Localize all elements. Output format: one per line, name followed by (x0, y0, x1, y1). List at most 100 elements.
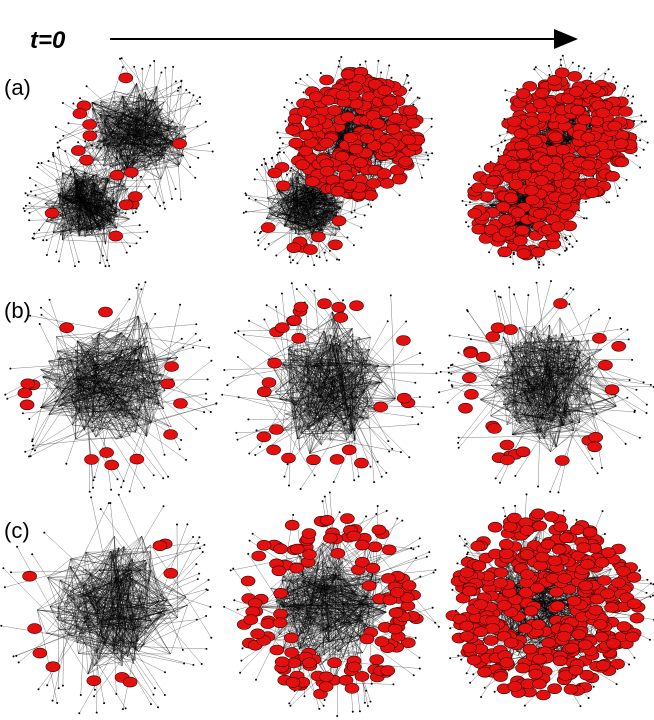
network-node (22, 207, 25, 210)
infected-node (388, 112, 403, 124)
network-node (412, 674, 415, 677)
network-node (571, 245, 574, 248)
network-node (489, 160, 492, 163)
network-node (93, 688, 96, 691)
infected-node (508, 179, 524, 190)
infected-node (381, 573, 396, 584)
infected-node (536, 689, 551, 701)
network-node (305, 283, 307, 286)
infected-node (589, 593, 605, 605)
network-node (28, 211, 31, 214)
network-node (512, 262, 515, 265)
network-node (469, 681, 472, 684)
infected-node (327, 657, 342, 669)
network-node (95, 711, 98, 714)
network-node (336, 258, 338, 261)
network-node (186, 523, 189, 526)
network-node (280, 292, 283, 295)
infected-node (540, 538, 556, 550)
infected-node (515, 662, 530, 674)
infected-node (566, 595, 582, 607)
network-node (457, 654, 460, 657)
network-node (109, 502, 112, 504)
network-node (437, 625, 440, 628)
network-node (447, 379, 450, 382)
network-node (513, 293, 516, 296)
network-node (279, 136, 281, 139)
infected-node (507, 116, 522, 127)
network-node (92, 479, 95, 482)
network-node (504, 515, 507, 518)
network-node (31, 440, 34, 443)
infected-node (243, 614, 259, 626)
infected-node (401, 134, 416, 146)
network-node (502, 506, 505, 509)
infected-node (367, 79, 383, 90)
network-node (260, 164, 263, 166)
network-node (493, 290, 496, 293)
network-node (587, 697, 590, 699)
network-node (245, 210, 248, 213)
network-node (237, 396, 240, 399)
network-node (164, 66, 167, 69)
infected-node (531, 619, 546, 630)
infected-node (613, 138, 629, 149)
network-node (52, 155, 55, 158)
network-node (251, 532, 254, 535)
infected-node (163, 567, 179, 579)
infected-node (79, 154, 94, 166)
network-node (548, 73, 551, 76)
network-node (649, 595, 652, 598)
infected-node (483, 224, 499, 235)
infected-node (378, 106, 394, 118)
network-node (143, 486, 146, 489)
infected-node (320, 95, 336, 106)
network-node (160, 71, 163, 74)
infected-node (462, 372, 477, 384)
infected-node (388, 607, 404, 619)
infected-node (579, 669, 595, 681)
infected-node (354, 539, 370, 551)
network-node (154, 312, 157, 315)
network-node (642, 148, 645, 151)
infected-node (302, 549, 317, 560)
network-node (34, 449, 36, 452)
network-node (447, 366, 450, 369)
infected-node (266, 444, 281, 456)
network-node (258, 232, 261, 235)
network-node (245, 194, 248, 197)
network-node (596, 472, 599, 475)
network-node (357, 475, 360, 478)
network-edges (1, 494, 212, 714)
network-node (235, 431, 238, 434)
network-node (284, 120, 287, 123)
infected-node (580, 558, 595, 570)
network-node (46, 684, 49, 687)
infected-node (347, 81, 363, 93)
network-node (278, 151, 281, 154)
network-node (467, 183, 470, 186)
infected-node (547, 683, 562, 695)
infected-node (559, 532, 574, 544)
network-node (537, 485, 540, 488)
network-node (180, 80, 183, 83)
infected-node (530, 508, 546, 520)
network-node (633, 411, 636, 413)
network-node (446, 401, 449, 404)
network-node (108, 265, 111, 267)
infected-node (611, 577, 626, 589)
network-node (624, 442, 627, 445)
infected-node (396, 335, 411, 346)
network-node (434, 621, 437, 624)
network-node (90, 144, 93, 147)
network-node (144, 281, 147, 284)
network-node (534, 257, 537, 260)
network-node (24, 192, 27, 195)
infected-node (27, 623, 42, 634)
network-node (2, 567, 5, 570)
network-node (549, 490, 552, 493)
network-node (564, 249, 566, 252)
network-node (33, 232, 36, 235)
infected-node (344, 683, 360, 694)
network-node (32, 237, 35, 240)
